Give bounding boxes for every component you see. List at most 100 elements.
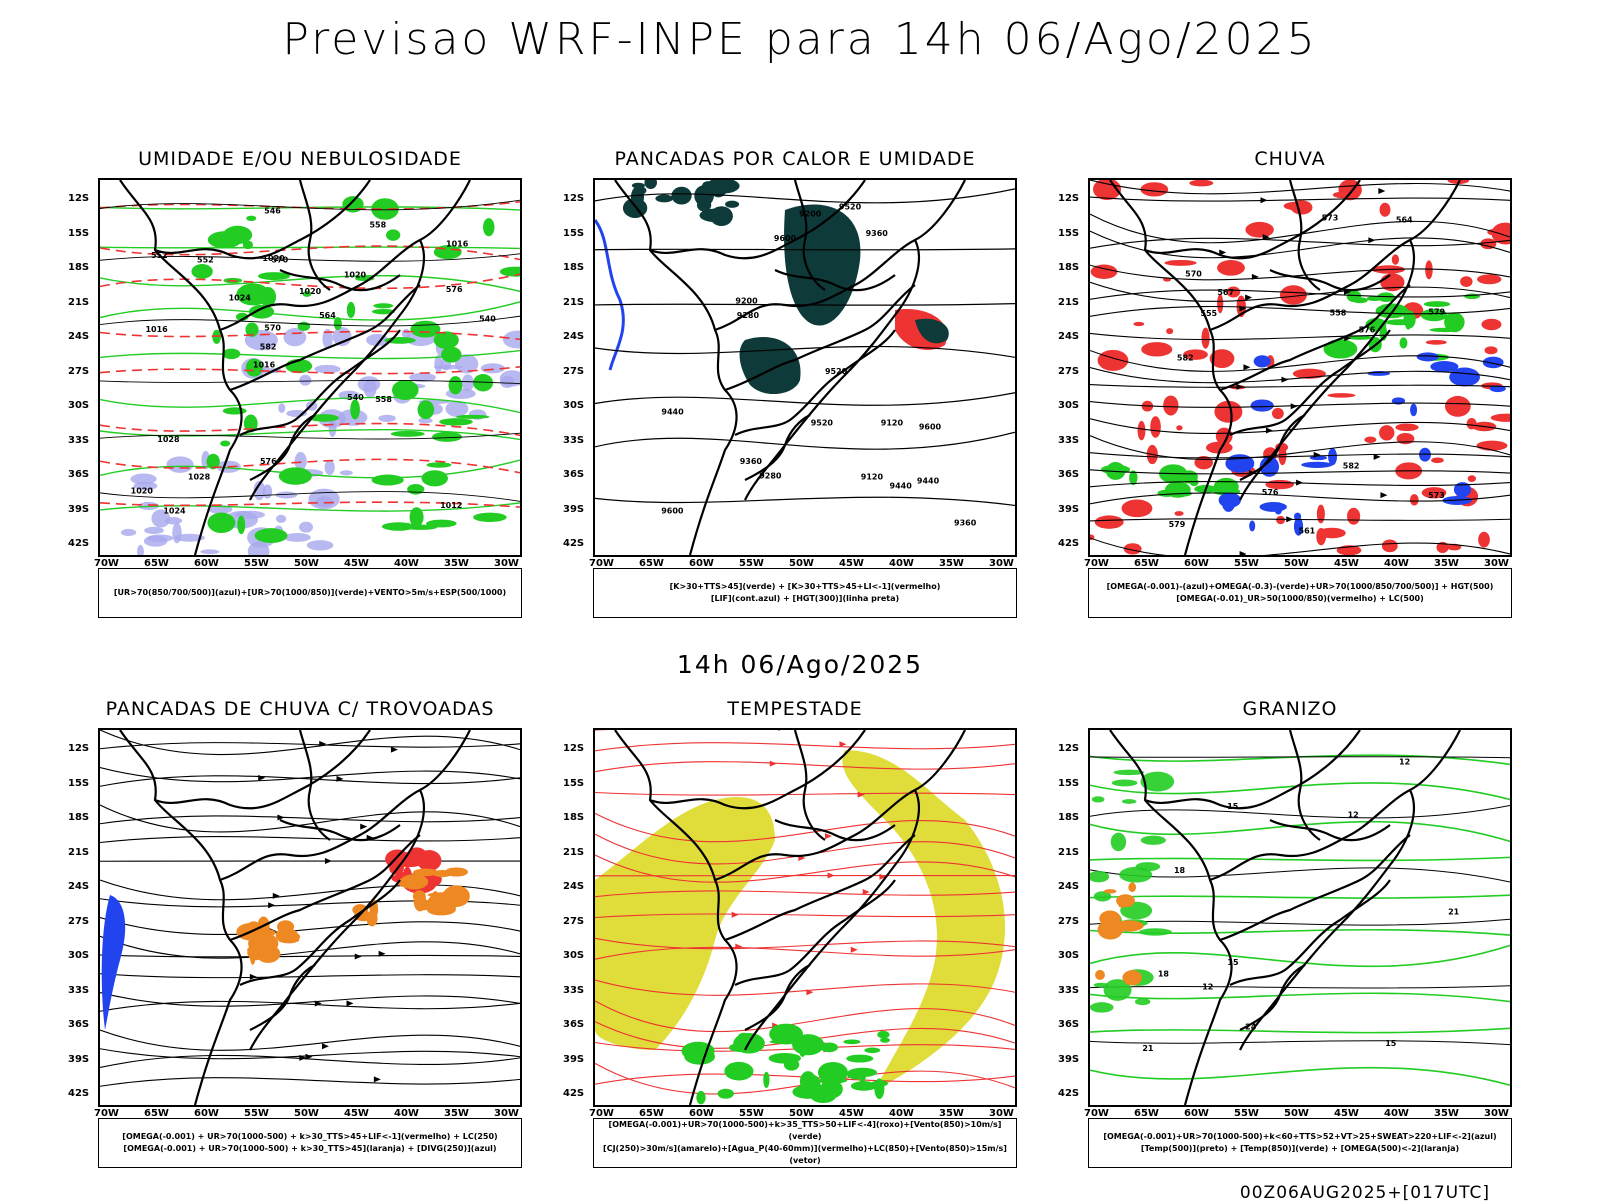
field-area [372,475,404,486]
contour-label: 9120 [881,418,904,427]
legend-line-1: [UR>70(850/700/500)](azul)+[UR>70(1000/8… [99,587,521,599]
field-area [410,321,440,338]
contour-label: 24 [1245,1022,1257,1031]
contour-label: 540 [479,314,496,323]
latitude-tick-label: 33S [1058,435,1079,446]
longitude-tick-label: 45W [344,1108,369,1119]
field-area [1133,322,1144,326]
field-area [449,376,463,394]
field-area [299,522,313,533]
field-area [427,462,452,467]
field-area [1400,337,1408,348]
map-tempestade [593,728,1017,1107]
field-area [1468,475,1476,482]
field-area [1165,482,1191,498]
field-area [1417,352,1439,361]
field-area [1403,310,1415,328]
longitude-tick-label: 70W [589,558,614,569]
field-area [200,549,219,554]
streamline-arrow [1260,197,1267,203]
country-border [615,180,737,555]
latitude-tick-label: 18S [68,262,89,273]
contour-label: 9120 [861,473,884,482]
latitude-tick-label: 42S [68,538,89,549]
field-area [846,1055,873,1063]
latitude-tick-label: 21S [563,847,584,858]
contour-label: 1020 [344,270,367,279]
field-area [1382,539,1398,552]
latitude-tick-label: 24S [1058,331,1079,342]
field-area [1098,350,1129,371]
latitude-tick-label: 30S [563,950,584,961]
latitude-tick-label: 18S [1058,812,1079,823]
longitude-tick-label: 40W [1384,558,1409,569]
longitude-tick-label: 55W [739,1108,764,1119]
field-area [725,201,739,208]
field-area [130,473,156,484]
longitude-tick-label: 50W [1284,1108,1309,1119]
longitude-tick-label: 65W [144,1108,169,1119]
latitude-tick-label: 39S [563,504,584,515]
longitude-tick-label: 65W [639,558,664,569]
longitude-tick-label: 65W [1134,558,1159,569]
panel-title: GRANIZO [1040,698,1540,720]
longitude-tick-label: 60W [689,1108,714,1119]
streamline [100,837,520,843]
latitude-tick-label: 12S [563,193,584,204]
field-area [223,226,252,244]
field-area [1476,441,1507,451]
contour-label: 9520 [839,202,862,211]
field-area [1135,998,1150,1005]
isoline [1090,986,1510,988]
field-area [1122,799,1137,804]
field-area [1122,499,1153,517]
field-area [1392,254,1399,264]
streamline-arrow [374,1076,381,1082]
field-area [1379,425,1394,440]
streamline-arrow [1243,364,1250,370]
longitude-tick-label: 55W [739,558,764,569]
longitude-tick-label: 35W [1434,1108,1459,1119]
page-title: Previsao WRF-INPE para 14h 06/Ago/2025 [0,14,1600,65]
contour-label: 582 [1177,354,1194,363]
contour-label: 9600 [774,234,797,243]
latitude-tick-label: 21S [1058,297,1079,308]
contour-label: 576 [446,285,463,294]
field-area [340,470,353,475]
latitude-tick-label: 21S [1058,847,1079,858]
isoline [1090,1028,1510,1032]
map-svg [595,730,1015,1105]
legend-line-1: [OMEGA(-0.001)+UR>70(1000-500)+k>35_TTS>… [594,1119,1016,1143]
field-area [1245,222,1273,238]
streamline-arrow [778,730,785,731]
contour-label: 573 [1428,491,1445,500]
field-area [299,375,311,386]
streamline-arrow [325,858,332,864]
panel-legend: [UR>70(850/700/500)](azul)+[UR>70(1000/8… [98,568,522,618]
legend-line-1: [K>30+TTS>45](verde) + [K>30+TTS>45+LI<-… [594,581,1016,593]
latitude-tick-label: 33S [68,435,89,446]
field-area [623,198,647,218]
longitude-tick-label: 50W [294,558,319,569]
streamline-arrow [1240,551,1247,555]
contour-label: 1020 [299,287,322,296]
field-area [1364,436,1376,442]
field-area [1139,928,1172,935]
latitude-tick-label: 15S [563,228,584,239]
latitude-tick-label: 21S [68,297,89,308]
field-area [1483,357,1504,369]
longitude-tick-label: 40W [1384,1108,1409,1119]
legend-line-2: [LIF](cont.azul) + [HGT(300)](linha pret… [594,593,1016,605]
longitude-tick-label: 65W [1134,1108,1159,1119]
streamline-arrow [770,761,777,767]
latitude-tick-label: 12S [1058,743,1079,754]
field-area [1380,203,1391,217]
contour-label: 546 [264,206,281,215]
streamline-arrow [1266,428,1273,434]
latitude-tick-label: 12S [563,743,584,754]
country-border [280,820,400,840]
field-area [772,1025,779,1039]
longitude-tick-label: 45W [839,558,864,569]
